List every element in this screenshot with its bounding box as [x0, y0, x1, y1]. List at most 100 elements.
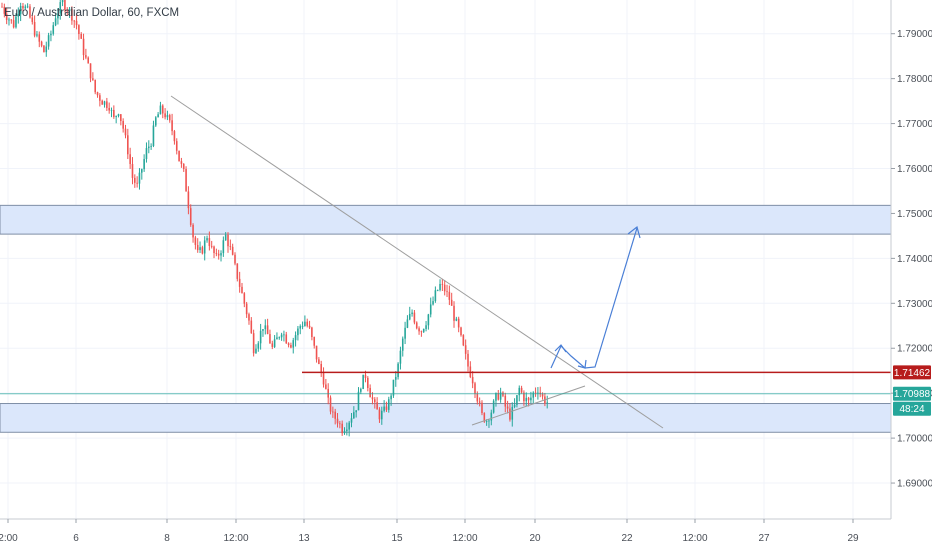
x-tick-label: 20 — [529, 533, 541, 544]
candle-body — [474, 383, 476, 394]
candle-body — [257, 343, 260, 349]
candle-body — [3, 6, 6, 14]
candle-body — [134, 177, 136, 183]
y-tick-label: 1.73000 — [897, 299, 932, 310]
candle-body — [43, 45, 45, 53]
candle-body — [481, 402, 483, 414]
candle-body — [124, 128, 127, 136]
candle-body — [434, 290, 437, 302]
candle-body — [192, 224, 194, 238]
candle-body — [150, 145, 152, 147]
candle-body — [171, 120, 173, 132]
candle-body — [492, 400, 495, 413]
x-tick-label: 8 — [164, 533, 170, 544]
candle-body — [185, 169, 187, 192]
candle-body — [394, 377, 397, 380]
candle-body — [506, 406, 509, 409]
candle-body — [147, 146, 150, 149]
x-tick-label: 12:00 — [452, 533, 477, 544]
candle-body — [38, 34, 41, 42]
candle-body — [115, 115, 117, 117]
support-trend-line — [471, 385, 586, 426]
candle-body — [266, 325, 269, 335]
candle-body — [127, 135, 129, 155]
candle-body — [483, 413, 486, 422]
x-tick-label: 6 — [73, 533, 79, 544]
candle-body — [234, 254, 236, 264]
x-tick-label: 2:00 — [0, 533, 18, 544]
candle-body — [390, 395, 392, 400]
y-tick-label: 1.77000 — [897, 119, 932, 130]
candle-body — [255, 348, 257, 354]
candle-body — [362, 374, 364, 389]
candle-body — [71, 8, 73, 21]
candle-body — [164, 113, 166, 118]
candle-body — [446, 291, 448, 293]
y-tick-label: 1.75000 — [897, 209, 932, 220]
candle-body — [392, 379, 395, 396]
candle-body — [471, 376, 474, 384]
y-tick-label: 1.69000 — [897, 479, 932, 490]
candle-body — [448, 291, 451, 300]
candle-body — [173, 131, 176, 142]
candle-body — [346, 429, 348, 431]
candle-body — [427, 314, 430, 326]
candle-body — [297, 328, 299, 336]
candle-body — [178, 150, 180, 162]
candle-body — [308, 325, 311, 328]
candle-body — [511, 406, 514, 420]
candle-body — [161, 105, 164, 114]
candle-body — [138, 172, 141, 184]
candle-body — [101, 100, 103, 105]
candle-body — [120, 114, 122, 122]
candle-body — [532, 392, 535, 398]
candle-body — [224, 234, 227, 241]
candle-body — [259, 330, 262, 344]
candle-body — [180, 161, 183, 164]
candle-body — [196, 244, 199, 251]
candle-body — [385, 406, 388, 410]
candle-body — [238, 278, 241, 287]
zone-rect-2 — [0, 403, 892, 433]
candle-body — [29, 6, 31, 18]
last-price-badge: 1.70988 — [894, 389, 931, 400]
candle-body — [411, 312, 413, 314]
candle-body — [213, 246, 215, 254]
candle-body — [360, 388, 362, 392]
candle-body — [36, 34, 38, 36]
candle-body — [280, 334, 283, 338]
x-tick-label: 12:00 — [682, 533, 707, 544]
candle-body — [264, 325, 267, 330]
candle-body — [523, 392, 525, 402]
candle-body — [357, 391, 360, 411]
chart-title: Euro / Australian Dollar, 60, FXCM — [4, 7, 180, 19]
x-tick-label: 22 — [621, 533, 633, 544]
y-tick-label: 1.76000 — [897, 164, 932, 175]
candle-body — [117, 114, 120, 116]
candle-body — [59, 2, 62, 14]
candle-body — [453, 305, 455, 321]
candle-body — [534, 392, 537, 394]
candle-body — [47, 35, 50, 47]
candle-body — [336, 418, 339, 424]
candle-body — [301, 325, 304, 327]
candle-body — [8, 19, 10, 21]
candle-body — [1, 6, 3, 8]
candle-body — [17, 14, 20, 17]
candle-body — [245, 303, 248, 315]
candle-body — [271, 343, 274, 347]
candle-body — [313, 337, 316, 346]
candle-body — [520, 387, 523, 393]
candle-body — [210, 246, 213, 247]
candle-body — [96, 92, 99, 96]
candle-body — [108, 107, 110, 111]
candle-body — [518, 387, 521, 396]
candle-body — [425, 325, 427, 329]
candle-body — [455, 318, 458, 321]
candle-body — [33, 22, 36, 36]
candle-body — [476, 393, 479, 402]
candle-body — [495, 393, 497, 401]
candle-body — [187, 191, 190, 209]
